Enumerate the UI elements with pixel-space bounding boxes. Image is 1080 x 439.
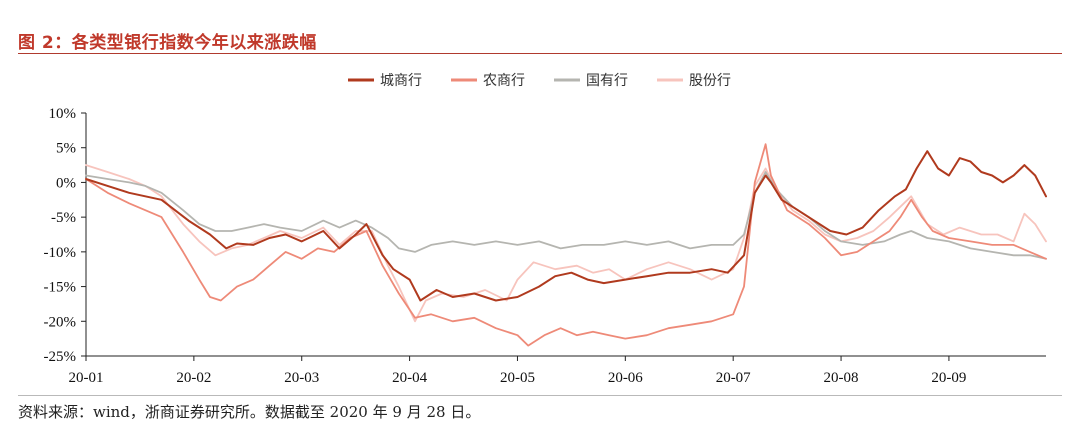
line-chart: 城商行 农商行 国有行 股份行 10% 5% 0% -5% -10% -15% -20% -25% 2… (44, 73, 1047, 386)
series-line-0 (85, 150, 1047, 302)
footer-divider (18, 395, 1062, 396)
x-tick-label: 20-03 (284, 370, 319, 386)
title-divider (18, 53, 1062, 54)
x-tick-label: 20-04 (392, 370, 427, 386)
chart-title: 图 2：各类型银行指数今年以来涨跌幅 (18, 33, 317, 53)
x-tick-label: 20-06 (608, 370, 643, 386)
legend-label: 国有行 (586, 73, 628, 89)
chart-axes: 10% 5% 0% -5% -10% -15% -20% -25% 20-01 20-02 20-0… (44, 106, 1046, 386)
series-line-3 (85, 164, 1047, 323)
legend-label: 股份行 (689, 73, 731, 89)
x-tick-label: 20-05 (500, 370, 535, 386)
chart-series (85, 143, 1047, 347)
y-tick-label: -10% (44, 245, 77, 261)
x-tick-label: 20-02 (176, 370, 211, 386)
y-tick-label: 0% (56, 175, 76, 191)
source-note: 资料来源：wind，浙商证券研究所。数据截至 2020 年 9 月 28 日。 (18, 403, 481, 421)
series-line-1 (85, 143, 1047, 347)
x-tick-label: 20-01 (69, 370, 104, 386)
y-tick-label: -15% (44, 280, 77, 296)
x-tick-label: 20-09 (931, 370, 966, 386)
y-tick-label: 5% (56, 141, 76, 157)
y-tick-label: -20% (44, 314, 77, 330)
x-tick-label: 20-08 (824, 370, 859, 386)
legend-label: 农商行 (483, 73, 525, 89)
x-tick-label: 20-07 (716, 370, 751, 386)
legend-label: 城商行 (380, 73, 422, 89)
y-tick-label: -25% (44, 349, 77, 365)
chart-legend: 城商行 农商行 国有行 股份行 (348, 73, 731, 89)
y-tick-label: -5% (51, 210, 76, 226)
series-line-2 (85, 171, 1047, 260)
y-tick-label: 10% (49, 106, 77, 122)
